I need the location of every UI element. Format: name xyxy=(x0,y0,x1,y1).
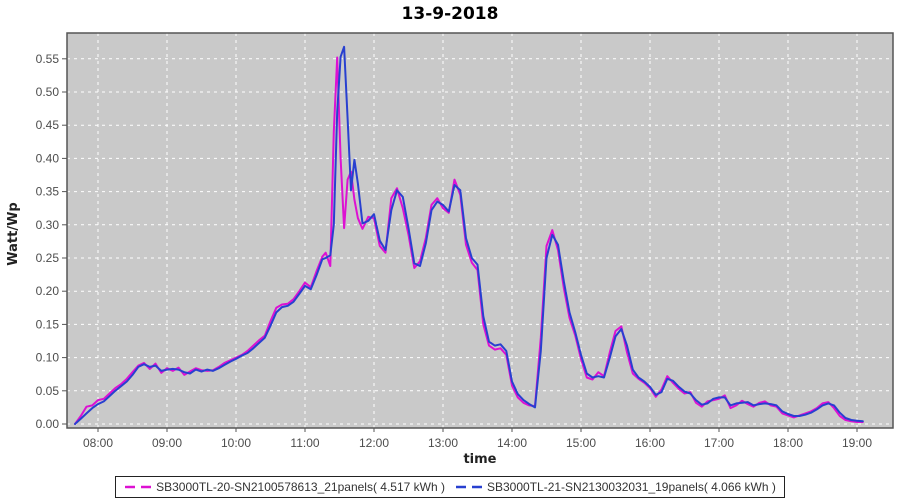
legend-swatch-series2-icon xyxy=(456,485,482,489)
y-tick-label: 0.25 xyxy=(36,251,60,265)
series-line-2 xyxy=(74,45,864,425)
x-tick-label: 12:00 xyxy=(359,436,389,450)
y-tick-label: 0.40 xyxy=(36,151,60,165)
x-tick-label: 14:00 xyxy=(497,436,527,450)
legend-item-series1: SB3000TL-20-SN2100578613_21panels( 4.517… xyxy=(124,480,445,494)
x-axis-label: time xyxy=(463,452,496,467)
x-tick-label: 16:00 xyxy=(635,436,665,450)
legend-label-series1: SB3000TL-20-SN2100578613_21panels( 4.517… xyxy=(156,480,445,494)
x-tick-label: 19:00 xyxy=(842,436,872,450)
y-tick-label: 0.55 xyxy=(36,52,60,66)
legend-item-series2: SB3000TL-21-SN2130032031_19panels( 4.066… xyxy=(455,480,776,494)
plot-background[interactable] xyxy=(67,33,893,428)
y-axis-label: Watt/Wp xyxy=(6,202,21,265)
x-tick-label: 11:00 xyxy=(290,436,319,450)
y-tick-label: 0.45 xyxy=(36,118,60,132)
plot-border xyxy=(66,32,894,429)
plot-area[interactable]: 08:00 09:00 10:00 11:00 12:00 13:00 14:00 15:00… xyxy=(36,32,894,450)
x-tick-label: 15:00 xyxy=(566,436,596,450)
x-tick-label: 17:00 xyxy=(704,436,734,450)
y-tick-label: 0.35 xyxy=(36,185,60,199)
x-tick-label: 10:00 xyxy=(221,436,251,450)
y-tick-label: 0.05 xyxy=(36,384,60,398)
legend-box: SB3000TL-20-SN2100578613_21panels( 4.517… xyxy=(115,476,785,498)
x-tick-label: 09:00 xyxy=(152,436,182,450)
x-tick-label: 13:00 xyxy=(428,436,458,450)
x-tick-label: 18:00 xyxy=(773,436,803,450)
chart-title: 13-9-2018 xyxy=(401,4,499,24)
legend: SB3000TL-20-SN2100578613_21panels( 4.517… xyxy=(0,476,900,498)
legend-swatch-series1-icon xyxy=(125,485,152,489)
y-tick-label: 0.00 xyxy=(36,417,60,431)
y-tick-label: 0.50 xyxy=(36,85,60,99)
x-tick-label: 08:00 xyxy=(83,436,113,450)
y-tick-label: 0.20 xyxy=(36,284,60,298)
y-tick-label: 0.15 xyxy=(36,317,60,331)
y-tick-label: 0.10 xyxy=(36,351,60,365)
legend-label-series2: SB3000TL-21-SN2130032031_19panels( 4.066… xyxy=(487,480,776,494)
y-tick-label: 0.30 xyxy=(36,218,60,232)
